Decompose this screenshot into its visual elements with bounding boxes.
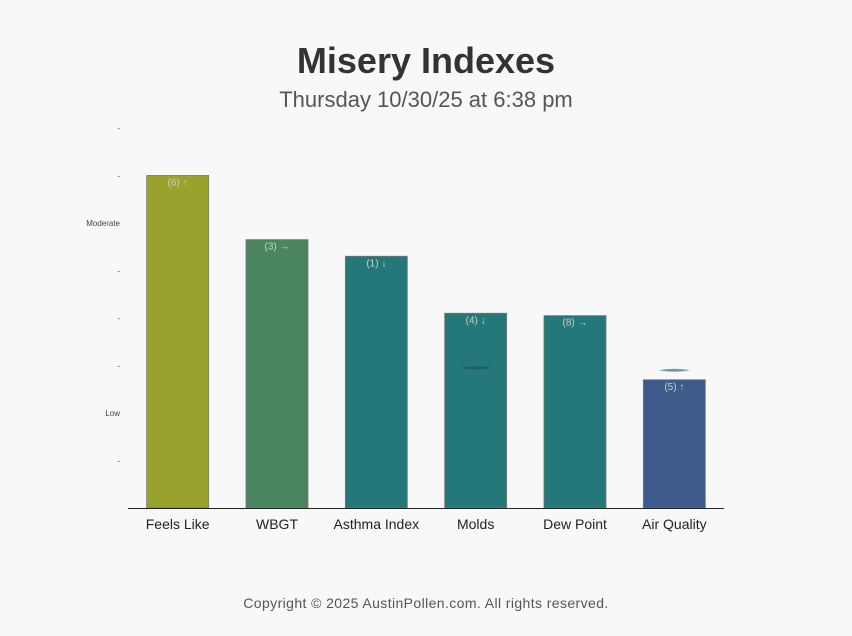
x-tick-label: Air Quality bbox=[642, 516, 707, 532]
x-tick-label: Asthma Index bbox=[334, 516, 420, 532]
x-tick-label: Feels Like bbox=[146, 516, 210, 532]
x-tick-label: WBGT bbox=[256, 516, 298, 532]
bar-data-label: (6) ↑ bbox=[168, 178, 188, 189]
x-tick-label: Dew Point bbox=[543, 516, 607, 532]
bar-data-label: (8) → bbox=[563, 318, 588, 329]
bar-data-label: (3) → bbox=[265, 242, 290, 253]
bar bbox=[146, 175, 210, 509]
bar bbox=[245, 239, 309, 509]
bar bbox=[543, 315, 607, 509]
page-subtitle: Thursday 10/30/25 at 6:38 pm bbox=[279, 87, 573, 112]
y-tick-label: Moderate bbox=[86, 219, 120, 228]
bar-data-label: (5) ↑ bbox=[664, 382, 684, 393]
y-tick-label: - bbox=[117, 362, 120, 371]
bar bbox=[344, 255, 408, 509]
y-tick-label: - bbox=[117, 457, 120, 466]
bar-data-label: (1) ↓ bbox=[366, 258, 386, 269]
y-tick-label: - bbox=[117, 314, 120, 323]
bar bbox=[642, 379, 706, 509]
page-title: Misery Indexes bbox=[296, 40, 556, 81]
bar bbox=[444, 312, 508, 509]
y-tick-label: - bbox=[117, 267, 120, 276]
marker-line bbox=[459, 366, 492, 370]
y-tick-label: - bbox=[117, 124, 120, 133]
y-tick-label: Low bbox=[105, 409, 120, 418]
bar-data-label: (4) ↓ bbox=[466, 315, 486, 326]
x-tick-label: Molds bbox=[457, 516, 494, 532]
y-tick-label: - bbox=[117, 172, 120, 181]
marker-line bbox=[658, 368, 691, 372]
copyright-text: Copyright © 2025 AustinPollen.com. All r… bbox=[243, 595, 609, 611]
